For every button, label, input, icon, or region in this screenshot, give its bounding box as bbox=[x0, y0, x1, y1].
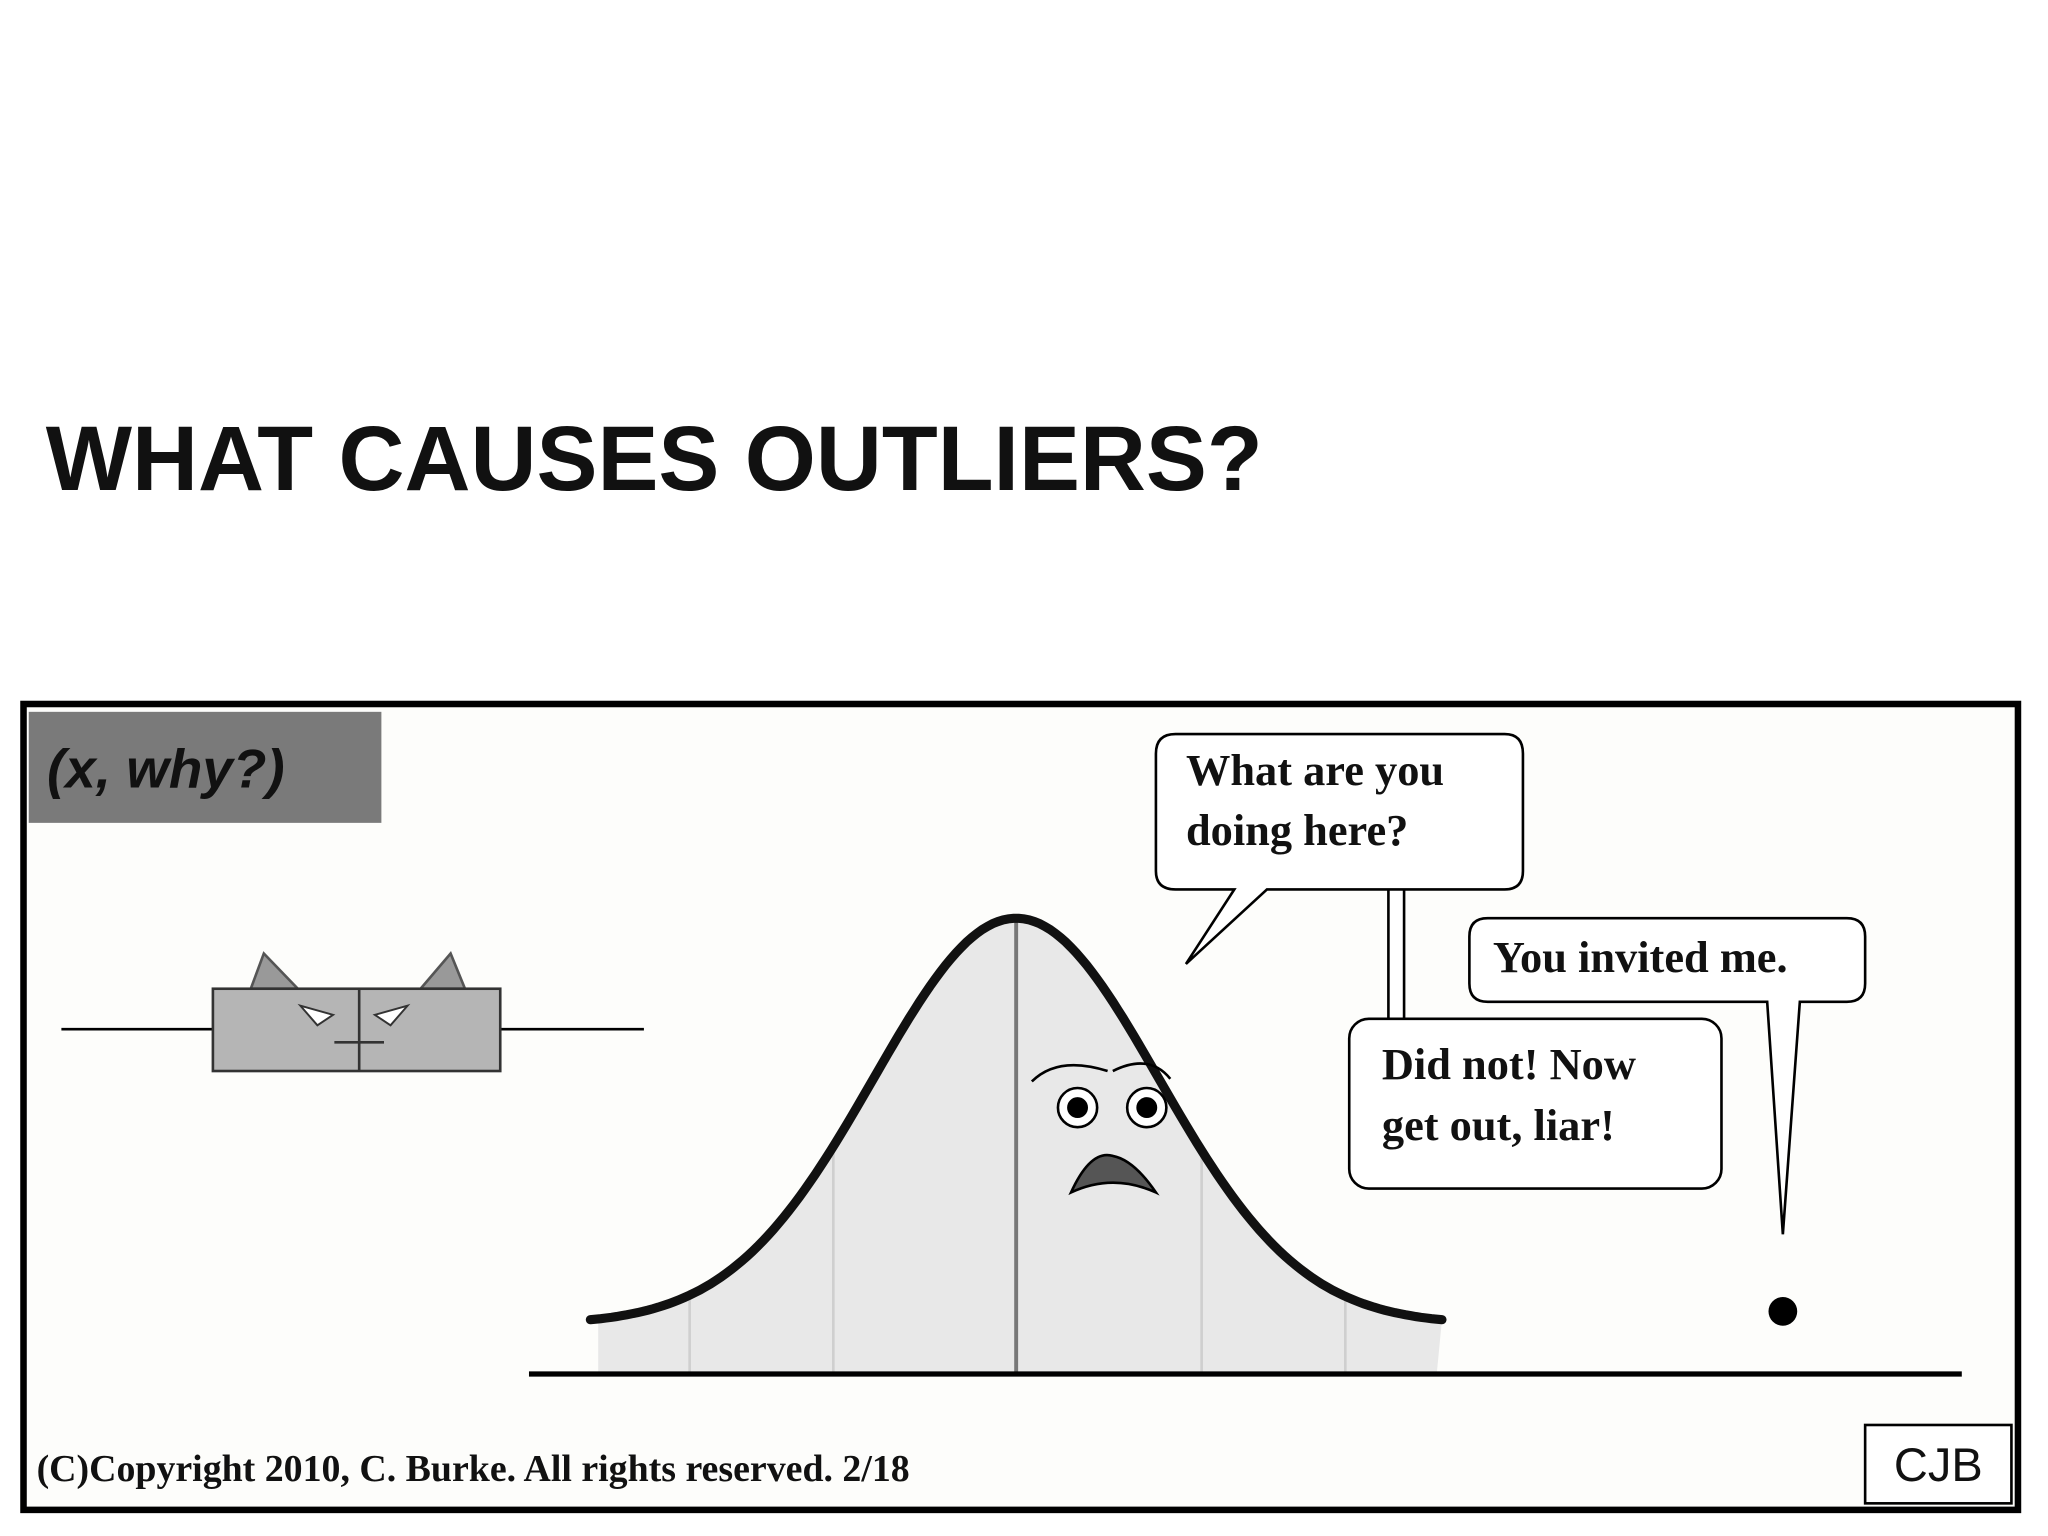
bubble-text: Did not! Now get out, liar! bbox=[1382, 1039, 1647, 1150]
face bbox=[1030, 1062, 1172, 1196]
signature-box bbox=[1863, 1423, 2013, 1505]
bubble-text: You invited me. bbox=[1493, 932, 1788, 982]
curve-part bbox=[585, 913, 1447, 1325]
speech-bubbles bbox=[1154, 732, 1867, 1235]
slide-title: WHAT CAUSES OUTLIERS? bbox=[46, 408, 1263, 510]
outlier-dot bbox=[1768, 1296, 1798, 1326]
bubble-line: What are you bbox=[1186, 745, 1444, 795]
copyright: (C)Copyright 2010, C. Burke. All rights … bbox=[37, 1448, 910, 1490]
bubble-line: get out, liar! bbox=[1382, 1100, 1615, 1150]
label-box bbox=[28, 711, 382, 823]
signature: CJB bbox=[1894, 1438, 1983, 1491]
cat bbox=[61, 950, 644, 1073]
bubble-line: Did not! Now bbox=[1382, 1039, 1636, 1089]
normal-curve bbox=[585, 913, 1447, 1375]
bubble-line: You invited me. bbox=[1493, 932, 1788, 982]
bubble-text: What are you doing here? bbox=[1186, 745, 1455, 855]
bubble-line: doing here? bbox=[1186, 805, 1408, 855]
comic: (x, why?) bbox=[20, 700, 2022, 1514]
panel-label: (x, why?) bbox=[47, 738, 285, 800]
